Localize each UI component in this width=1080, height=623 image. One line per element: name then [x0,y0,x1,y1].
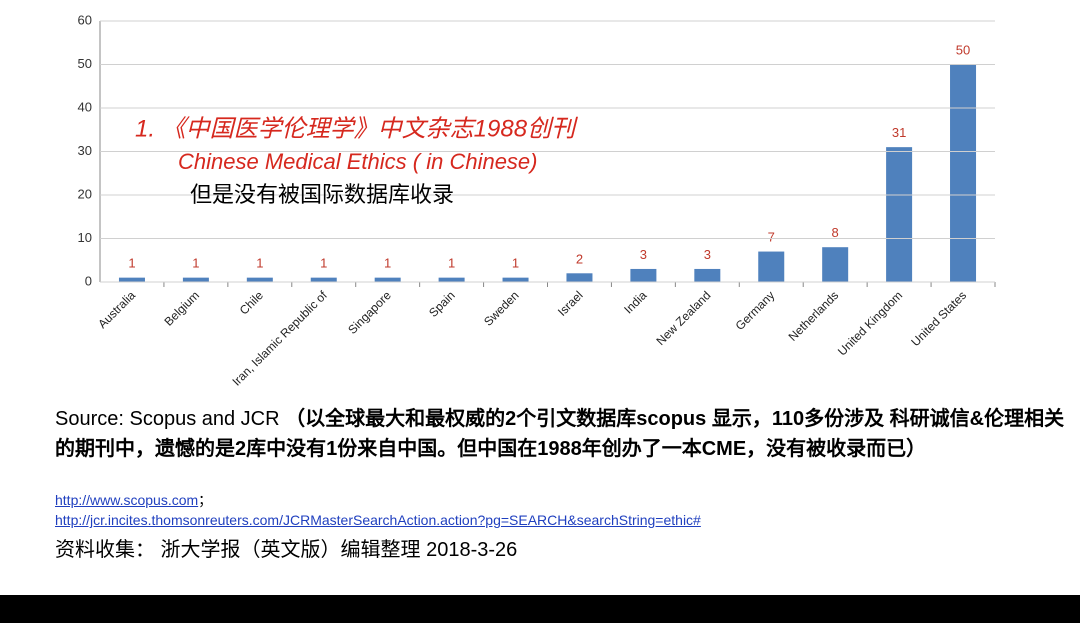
data-label: 8 [832,225,839,240]
data-label: 1 [128,256,135,271]
footer: 资料收集： 浙大学报（英文版）编辑整理 2018-3-26 [55,539,518,561]
annotation: 但是没有被国际数据库收录 [190,182,454,207]
x-tick-label: Netherlands [786,288,842,344]
link[interactable]: http://jcr.incites.thomsonreuters.com/JC… [55,512,701,528]
bar [374,277,401,282]
bar [630,268,657,282]
data-label: 3 [704,247,711,262]
bar [118,277,145,282]
y-tick-label: 60 [78,12,92,27]
x-tick-label: Germany [733,288,778,333]
link[interactable]: http://www.scopus.com [55,492,199,508]
annotation: Chinese Medical Ethics ( in Chinese) [178,149,538,174]
separator: ； [198,492,213,508]
bar [694,268,721,282]
bar [502,277,529,282]
x-tick-label: Belgium [161,288,202,329]
bottom-band [0,595,1080,623]
bar [310,277,337,282]
data-label: 7 [768,230,775,245]
y-tick-label: 30 [78,143,92,158]
y-tick-label: 20 [78,186,92,201]
bar [438,277,465,282]
data-label: 1 [320,256,327,271]
bar [182,277,209,282]
links: http://www.scopus.com； http://jcr.incite… [55,490,701,530]
bar [758,251,785,282]
bar [246,277,273,282]
source-label: Source: Scopus and JCR [55,408,280,430]
y-tick-label: 10 [78,230,92,245]
x-tick-label: New Zealand [654,288,714,348]
source-note: Source: Scopus and JCR （以全球最大和最权威的2个引文数据… [55,404,1065,464]
source-text: （以全球最大和最权威的2个引文数据库scopus 显示，110多份涉及 科研诚信… [55,408,1065,460]
y-tick-label: 50 [78,56,92,71]
data-label: 1 [512,256,519,271]
data-label: 50 [956,43,970,58]
x-tick-label: Israel [555,288,586,319]
y-tick-label: 40 [78,99,92,114]
data-label: 1 [384,256,391,271]
data-label: 2 [576,251,583,266]
bar [822,247,849,282]
data-label: 1 [256,256,263,271]
bar [950,64,977,282]
x-tick-label: Singapore [345,288,394,337]
x-tick-label: Sweden [481,288,522,329]
data-label: 1 [192,256,199,271]
x-tick-label: India [621,288,650,317]
x-tick-label: Chile [237,288,266,317]
x-tick-label: United Kingdom [835,288,905,358]
x-tick-label: Australia [95,288,138,331]
annotation: 1. 《中国医学伦理学》中文杂志1988创刊 [135,115,578,142]
data-label: 1 [448,256,455,271]
x-tick-label: Spain [426,288,458,320]
bar [566,273,593,282]
y-tick-label: 0 [85,273,92,288]
bar [886,147,913,282]
data-label: 3 [640,247,647,262]
data-label: 31 [892,125,906,140]
x-tick-label: United States [908,288,969,349]
